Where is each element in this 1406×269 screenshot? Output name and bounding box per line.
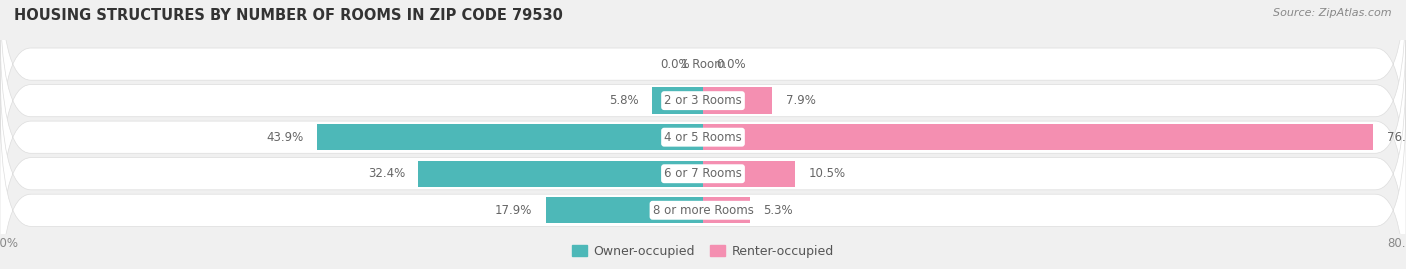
Text: Source: ZipAtlas.com: Source: ZipAtlas.com bbox=[1274, 8, 1392, 18]
Text: 4 or 5 Rooms: 4 or 5 Rooms bbox=[664, 131, 742, 144]
Bar bbox=[703, 124, 1374, 150]
Bar bbox=[703, 161, 796, 187]
Text: 32.4%: 32.4% bbox=[368, 167, 405, 180]
Bar bbox=[546, 197, 703, 224]
Text: 1 Room: 1 Room bbox=[681, 58, 725, 70]
Text: 5.8%: 5.8% bbox=[609, 94, 638, 107]
Text: 2 or 3 Rooms: 2 or 3 Rooms bbox=[664, 94, 742, 107]
FancyBboxPatch shape bbox=[0, 0, 1406, 176]
Text: 43.9%: 43.9% bbox=[267, 131, 304, 144]
FancyBboxPatch shape bbox=[0, 98, 1406, 269]
Text: 5.3%: 5.3% bbox=[762, 204, 793, 217]
Text: 6 or 7 Rooms: 6 or 7 Rooms bbox=[664, 167, 742, 180]
Text: 10.5%: 10.5% bbox=[808, 167, 845, 180]
Text: HOUSING STRUCTURES BY NUMBER OF ROOMS IN ZIP CODE 79530: HOUSING STRUCTURES BY NUMBER OF ROOMS IN… bbox=[14, 8, 562, 23]
Text: 0.0%: 0.0% bbox=[661, 58, 690, 70]
Bar bbox=[652, 87, 703, 114]
Bar bbox=[318, 124, 703, 150]
Text: 7.9%: 7.9% bbox=[786, 94, 815, 107]
Bar bbox=[703, 197, 749, 224]
Text: 8 or more Rooms: 8 or more Rooms bbox=[652, 204, 754, 217]
Legend: Owner-occupied, Renter-occupied: Owner-occupied, Renter-occupied bbox=[568, 240, 838, 263]
FancyBboxPatch shape bbox=[0, 25, 1406, 249]
Bar bbox=[419, 161, 703, 187]
FancyBboxPatch shape bbox=[0, 0, 1406, 213]
Bar bbox=[703, 87, 772, 114]
Text: 76.3%: 76.3% bbox=[1386, 131, 1406, 144]
Text: 17.9%: 17.9% bbox=[495, 204, 533, 217]
FancyBboxPatch shape bbox=[0, 62, 1406, 269]
Text: 0.0%: 0.0% bbox=[716, 58, 745, 70]
